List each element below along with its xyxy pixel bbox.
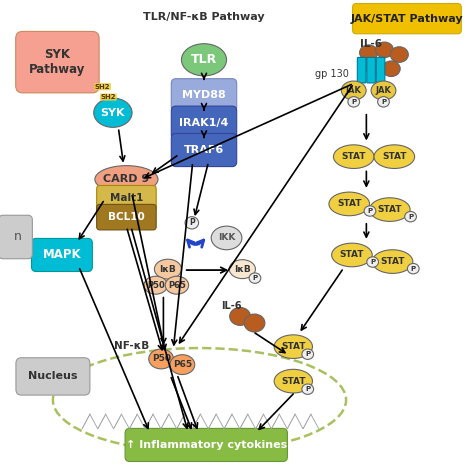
Text: n: n (14, 230, 22, 244)
Text: BCL10: BCL10 (108, 212, 145, 222)
Ellipse shape (144, 276, 167, 294)
Ellipse shape (185, 217, 199, 229)
Ellipse shape (341, 81, 366, 100)
Text: P: P (410, 265, 416, 272)
Ellipse shape (372, 250, 413, 273)
Ellipse shape (333, 145, 374, 168)
Ellipse shape (249, 273, 261, 283)
Text: P65: P65 (168, 281, 186, 290)
Ellipse shape (374, 145, 415, 168)
Ellipse shape (182, 44, 227, 76)
FancyBboxPatch shape (367, 57, 375, 83)
Text: Malt1: Malt1 (110, 193, 143, 203)
Ellipse shape (170, 355, 195, 374)
FancyBboxPatch shape (171, 79, 237, 112)
Text: MAPK: MAPK (43, 248, 81, 262)
Text: STAT: STAT (337, 200, 362, 209)
Ellipse shape (378, 97, 389, 107)
Text: IL-6: IL-6 (221, 301, 241, 310)
Text: JAK: JAK (375, 86, 392, 95)
Ellipse shape (375, 42, 393, 58)
Text: JAK: JAK (346, 86, 362, 95)
Ellipse shape (365, 59, 383, 75)
Text: STAT: STAT (341, 152, 366, 161)
Text: CARD 9: CARD 9 (103, 174, 150, 184)
Ellipse shape (371, 81, 396, 100)
Text: JAK/STAT Pathway: JAK/STAT Pathway (351, 14, 463, 24)
Text: SYK
Pathway: SYK Pathway (29, 48, 86, 76)
Text: P: P (305, 351, 310, 357)
Text: IKK: IKK (218, 234, 235, 242)
Text: P50: P50 (152, 355, 171, 364)
FancyBboxPatch shape (353, 3, 461, 34)
Ellipse shape (360, 45, 378, 61)
FancyBboxPatch shape (31, 238, 92, 272)
Ellipse shape (382, 61, 400, 76)
Text: P: P (408, 214, 413, 219)
Text: P: P (381, 99, 386, 105)
Text: NF-κB: NF-κB (114, 341, 149, 351)
FancyBboxPatch shape (171, 106, 237, 139)
Text: MYD88: MYD88 (182, 90, 226, 100)
Ellipse shape (155, 259, 182, 279)
FancyBboxPatch shape (125, 428, 287, 462)
Text: STAT: STAT (382, 152, 407, 161)
Ellipse shape (244, 314, 265, 332)
FancyBboxPatch shape (0, 215, 32, 259)
Text: STAT: STAT (380, 257, 405, 266)
Ellipse shape (95, 165, 158, 193)
Ellipse shape (165, 276, 189, 294)
Text: STAT: STAT (281, 342, 306, 351)
Ellipse shape (302, 384, 314, 394)
FancyBboxPatch shape (357, 57, 366, 83)
Ellipse shape (94, 98, 132, 128)
Text: IκB: IκB (160, 264, 176, 273)
Ellipse shape (329, 192, 370, 216)
Text: ↑ Inflammatory cytokines: ↑ Inflammatory cytokines (126, 440, 287, 450)
Text: P65: P65 (173, 360, 192, 369)
Text: TLR: TLR (191, 53, 217, 66)
Text: IL-6: IL-6 (360, 39, 382, 49)
Text: Nucleus: Nucleus (28, 372, 78, 382)
FancyBboxPatch shape (16, 31, 99, 93)
Text: P: P (367, 208, 373, 214)
Text: STAT: STAT (281, 377, 306, 386)
FancyBboxPatch shape (376, 57, 385, 83)
Ellipse shape (149, 349, 173, 369)
Text: STAT: STAT (378, 205, 402, 214)
Text: TRAF6: TRAF6 (184, 145, 224, 155)
Text: SH2: SH2 (95, 84, 110, 90)
Ellipse shape (229, 260, 255, 279)
Ellipse shape (230, 308, 250, 325)
Ellipse shape (405, 211, 417, 222)
Text: P: P (189, 219, 195, 228)
Text: P: P (351, 99, 356, 105)
Text: P: P (252, 275, 257, 281)
Ellipse shape (211, 226, 242, 250)
Ellipse shape (364, 206, 376, 216)
Ellipse shape (390, 47, 408, 63)
Text: P50: P50 (147, 281, 164, 290)
FancyBboxPatch shape (97, 185, 156, 211)
Text: STAT: STAT (340, 250, 364, 259)
Text: P: P (305, 386, 310, 392)
Ellipse shape (370, 198, 410, 221)
Text: SYK: SYK (100, 108, 125, 118)
Text: IκB: IκB (234, 264, 251, 273)
FancyBboxPatch shape (171, 134, 237, 166)
Ellipse shape (274, 335, 312, 358)
FancyBboxPatch shape (16, 358, 90, 395)
Text: gp 130: gp 130 (315, 69, 349, 79)
Ellipse shape (408, 264, 419, 274)
Text: SH2: SH2 (100, 94, 116, 100)
Ellipse shape (367, 257, 379, 267)
Ellipse shape (274, 369, 312, 393)
Text: TLR/NF-κB Pathway: TLR/NF-κB Pathway (143, 12, 265, 22)
Ellipse shape (302, 349, 314, 359)
FancyBboxPatch shape (97, 204, 156, 230)
Text: P: P (370, 259, 375, 265)
Ellipse shape (332, 243, 372, 267)
Text: IRAK1/4: IRAK1/4 (179, 118, 228, 128)
Ellipse shape (348, 97, 360, 107)
